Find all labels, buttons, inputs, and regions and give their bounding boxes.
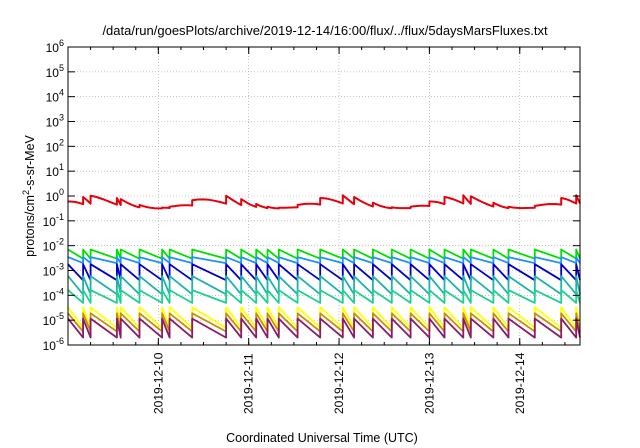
series-line-9 — [67, 317, 581, 339]
y-tick-base: 10 — [43, 314, 57, 328]
x-tick-label: 2019-12-14 — [513, 352, 527, 414]
y-tick-label: 102 — [46, 137, 64, 154]
y-tick-exponent: 6 — [59, 38, 64, 48]
y-tick-label: 104 — [46, 88, 64, 105]
y-axis-label: protons/cm2-s-sr-MeV — [21, 134, 37, 256]
y-tick-label: 10-5 — [43, 311, 64, 328]
y-tick-base: 10 — [46, 116, 60, 130]
x-tick-labels: 2019-12-10 2019-12-11 2019-12-12 2019-12-13… — [151, 352, 526, 414]
y-tick-base: 10 — [46, 140, 60, 154]
y-tick-label: 10-6 — [43, 336, 64, 353]
y-tick-exponent: -4 — [56, 286, 64, 296]
x-tick-label: 2019-12-10 — [151, 352, 165, 414]
tick-marks — [67, 46, 580, 346]
series-group — [67, 194, 581, 339]
y-axis-label-rest: -s-sr-MeV — [23, 134, 37, 190]
y-tick-label: 10-2 — [43, 237, 64, 254]
y-tick-exponent: 0 — [59, 187, 64, 197]
y-tick-exponent: 1 — [59, 162, 64, 172]
y-tick-exponent: -6 — [56, 336, 64, 346]
y-tick-label: 105 — [46, 63, 64, 80]
y-tick-label: 106 — [46, 38, 64, 55]
y-tick-base: 10 — [43, 240, 57, 254]
y-tick-label: 101 — [46, 162, 64, 179]
y-tick-exponent: 2 — [59, 137, 64, 147]
series-line-6 — [67, 289, 581, 304]
y-axis-label-base: protons/cm — [23, 195, 37, 257]
x-tick-label: 2019-12-13 — [422, 352, 436, 414]
y-axis-label-superscript: 2 — [21, 190, 31, 195]
y-tick-exponent: -3 — [56, 262, 64, 272]
y-tick-label: 103 — [46, 113, 64, 130]
y-tick-base: 10 — [46, 66, 60, 80]
y-tick-label: 10-3 — [43, 262, 64, 279]
y-tick-exponent: 4 — [59, 88, 64, 98]
y-tick-base: 10 — [43, 289, 57, 303]
grid — [68, 47, 580, 345]
chart-title: /data/run/goesPlots/archive/2019-12-14/1… — [102, 23, 548, 38]
x-tick-label: 2019-12-11 — [242, 353, 256, 414]
series-line-3 — [67, 256, 581, 265]
y-tick-base: 10 — [46, 190, 60, 204]
series-line-4 — [67, 263, 581, 282]
y-tick-labels: 10-610-510-410-310-210-11001011021031041… — [43, 38, 64, 353]
y-tick-label: 100 — [46, 187, 64, 204]
y-tick-label: 10-4 — [43, 286, 64, 303]
y-tick-label: 10-1 — [43, 212, 64, 229]
y-tick-exponent: 3 — [59, 113, 64, 123]
y-tick-exponent: 5 — [59, 63, 64, 73]
y-tick-exponent: -5 — [56, 311, 64, 321]
y-tick-exponent: -1 — [56, 212, 64, 222]
y-tick-base: 10 — [43, 215, 57, 229]
y-tick-base: 10 — [43, 265, 57, 279]
x-tick-label: 2019-12-12 — [332, 352, 346, 414]
y-tick-exponent: -2 — [56, 237, 64, 247]
y-tick-base: 10 — [46, 165, 60, 179]
series-line-1 — [68, 194, 581, 210]
x-axis-label: Coordinated Universal Time (UTC) — [226, 431, 418, 445]
y-tick-base: 10 — [46, 41, 60, 55]
y-tick-base: 10 — [43, 339, 57, 353]
y-tick-base: 10 — [46, 91, 60, 105]
